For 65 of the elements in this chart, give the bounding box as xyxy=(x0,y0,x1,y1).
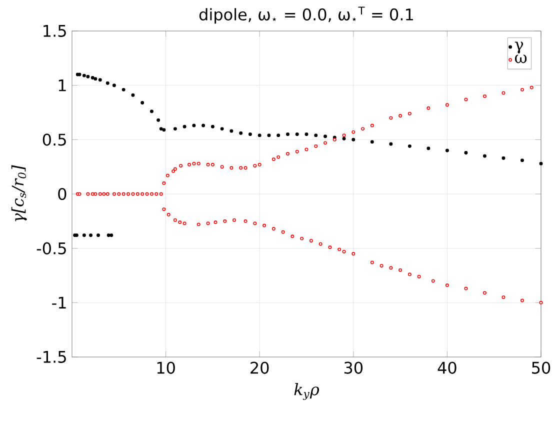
point xyxy=(426,146,430,150)
x-tick-label: 50 xyxy=(532,362,550,374)
point xyxy=(140,100,144,104)
x-tick-label: 40 xyxy=(438,362,456,374)
point xyxy=(482,154,486,158)
legend-label: ω xyxy=(515,54,527,64)
legend-label: γ xyxy=(514,42,524,54)
point xyxy=(220,127,224,131)
point xyxy=(106,234,110,238)
point xyxy=(295,132,299,136)
point xyxy=(286,132,290,136)
y-tick-label: -1 xyxy=(52,296,66,308)
x-tick-label: 10 xyxy=(157,362,175,374)
point xyxy=(82,74,86,78)
x-tick-label: 20 xyxy=(250,362,269,374)
point xyxy=(162,128,166,132)
y-tick-label: 1 xyxy=(58,79,66,92)
x-axis-title: k$_{y}$ρ xyxy=(294,382,320,400)
x-tick-label: 30 xyxy=(344,362,363,374)
point xyxy=(182,124,186,128)
point xyxy=(370,140,374,144)
point xyxy=(94,77,98,81)
point xyxy=(150,110,154,114)
point xyxy=(248,132,252,136)
y-tick-label: 0 xyxy=(58,188,66,200)
y-tick-label: -0.5 xyxy=(36,242,66,254)
point xyxy=(131,93,135,97)
point xyxy=(106,81,110,85)
point xyxy=(89,234,92,238)
point xyxy=(122,88,126,92)
point xyxy=(539,162,543,166)
point xyxy=(110,234,114,238)
point xyxy=(159,127,163,131)
point xyxy=(304,132,308,136)
point xyxy=(408,144,412,148)
point xyxy=(98,78,102,82)
point xyxy=(239,131,243,135)
point xyxy=(210,124,214,128)
y-tick-label: -1.5 xyxy=(36,351,66,363)
chart-title: dipole, ω$_{⋆}$ = 0.0, ω$_{⋆}$$^{T}$ = 0.1 xyxy=(199,6,413,24)
point xyxy=(342,136,346,140)
point xyxy=(202,124,206,128)
point xyxy=(86,74,90,78)
point xyxy=(464,150,468,154)
point xyxy=(258,134,262,138)
point xyxy=(192,124,196,128)
point xyxy=(230,129,234,133)
point xyxy=(352,138,356,142)
point xyxy=(520,158,524,162)
y-axis-title: γ[c$_{s}$/r$_{0}$] xyxy=(11,165,27,222)
point xyxy=(90,76,94,80)
point xyxy=(445,148,449,152)
point xyxy=(96,234,100,238)
point xyxy=(267,134,271,138)
point xyxy=(82,234,86,238)
point xyxy=(324,134,327,138)
point xyxy=(389,142,393,146)
y-tick-label: 1.5 xyxy=(44,25,66,37)
point xyxy=(276,134,280,138)
point xyxy=(502,156,506,160)
point xyxy=(112,84,116,88)
point xyxy=(156,118,160,122)
point xyxy=(314,134,318,138)
point xyxy=(173,127,177,131)
y-tick-label: 0.5 xyxy=(42,134,66,146)
